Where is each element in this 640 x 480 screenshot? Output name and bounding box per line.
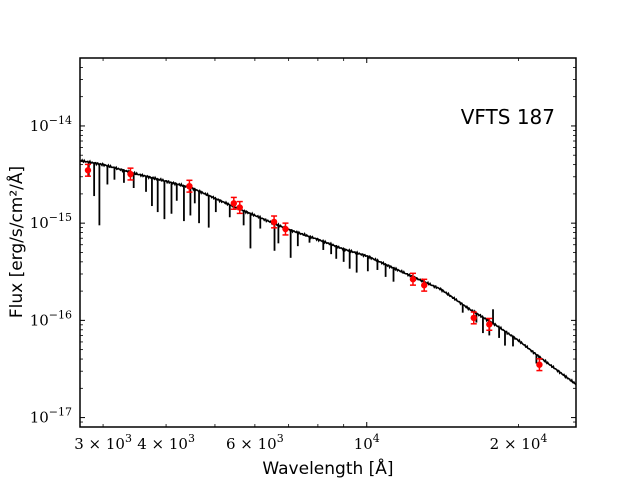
x-tick-label: 2 × 104 (490, 432, 548, 453)
axes-frame (79, 57, 577, 428)
photometry-point (270, 218, 278, 226)
photometry-point (282, 225, 289, 233)
photometry-point (186, 182, 193, 190)
photometry-point (127, 170, 134, 178)
photometry-point (84, 167, 92, 174)
x-axis-label: Wavelength [Å] (262, 457, 393, 479)
photometry-point (536, 361, 543, 368)
photometry-point (236, 204, 243, 211)
photometry-point (421, 282, 428, 289)
x-tick-label: 4 × 103 (137, 432, 195, 453)
plot-area (80, 158, 576, 386)
x-tick-label: 3 × 103 (74, 432, 132, 453)
photometry-point (470, 314, 477, 322)
x-tick-label: 6 × 103 (226, 432, 284, 453)
y-axis-label: Flux [erg/s/cm²/Å] (5, 166, 27, 318)
photometry-point (409, 276, 417, 283)
photometry-point (486, 321, 493, 328)
photometry-point (230, 200, 238, 207)
star-name-annotation: VFTS 187 (461, 105, 555, 129)
